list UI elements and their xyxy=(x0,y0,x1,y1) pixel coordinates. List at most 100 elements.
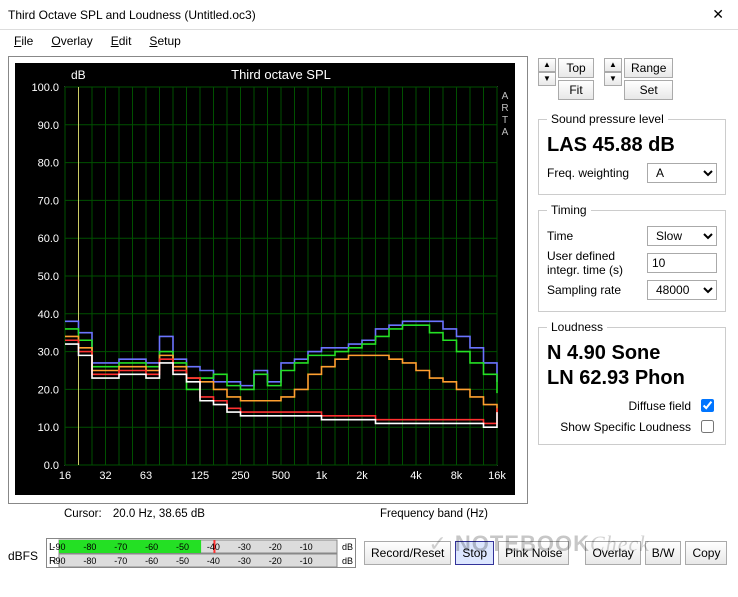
svg-text:80.0: 80.0 xyxy=(38,158,59,170)
svg-text:-90: -90 xyxy=(53,556,66,566)
specific-label: Show Specific Loudness xyxy=(560,420,691,434)
spl-readout: LAS 45.88 dB xyxy=(547,134,717,157)
svg-text:-20: -20 xyxy=(269,542,282,552)
svg-text:A: A xyxy=(502,127,509,138)
loudness-group: Loudness N 4.90 Sone LN 62.93 Phon Diffu… xyxy=(538,320,726,445)
spl-legend: Sound pressure level xyxy=(547,112,668,126)
menu-edit[interactable]: Edit xyxy=(103,32,140,50)
svg-text:4k: 4k xyxy=(410,470,422,482)
svg-text:60.0: 60.0 xyxy=(38,233,59,245)
menu-overlay[interactable]: Overlay xyxy=(43,32,100,50)
svg-text:-20: -20 xyxy=(269,556,282,566)
main-area: 0.010.020.030.040.050.060.070.080.090.01… xyxy=(0,52,738,532)
view-controls: ▲ ▼ Top Fit ▲ ▼ Range Set xyxy=(538,58,726,100)
svg-text:16: 16 xyxy=(59,470,71,482)
svg-text:20.0: 20.0 xyxy=(38,384,59,396)
loudness-sone: N 4.90 Sone xyxy=(547,342,717,365)
timing-group: Timing Time Slow User defined integr. ti… xyxy=(538,203,726,312)
chevron-down-icon[interactable]: ▼ xyxy=(604,72,622,86)
svg-text:-60: -60 xyxy=(145,556,158,566)
svg-text:-40: -40 xyxy=(207,556,220,566)
cursor-prefix: Cursor: xyxy=(64,508,102,520)
integr-input[interactable] xyxy=(647,253,717,273)
spl-chart[interactable]: 0.010.020.030.040.050.060.070.080.090.01… xyxy=(15,63,515,495)
set-button[interactable]: Set xyxy=(624,80,673,100)
svg-text:10.0: 10.0 xyxy=(38,422,59,434)
svg-text:250: 250 xyxy=(231,470,249,482)
svg-text:-40: -40 xyxy=(207,542,220,552)
svg-text:8k: 8k xyxy=(451,470,463,482)
titlebar: Third Octave SPL and Loudness (Untitled.… xyxy=(0,0,738,30)
svg-text:-10: -10 xyxy=(300,556,313,566)
svg-text:16k: 16k xyxy=(488,470,506,482)
integr-label: User defined integr. time (s) xyxy=(547,249,641,277)
close-icon[interactable]: ✕ xyxy=(706,6,730,23)
top-spinner[interactable]: ▲ ▼ xyxy=(538,58,556,86)
weighting-select[interactable]: A xyxy=(647,163,717,183)
timing-legend: Timing xyxy=(547,203,591,217)
svg-text:-70: -70 xyxy=(114,542,127,552)
bottom-bar: dBFS LR-90-90-80-80-70-70-60-60-50-50-40… xyxy=(0,532,738,574)
svg-text:1k: 1k xyxy=(316,470,328,482)
fit-button[interactable]: Fit xyxy=(558,80,594,100)
top-button[interactable]: Top xyxy=(558,58,594,78)
overlay-button[interactable]: Overlay xyxy=(585,541,640,565)
svg-text:32: 32 xyxy=(99,470,111,482)
range-button[interactable]: Range xyxy=(624,58,673,78)
svg-text:500: 500 xyxy=(272,470,290,482)
menu-file[interactable]: File xyxy=(6,32,41,50)
diffuse-checkbox[interactable] xyxy=(701,399,714,412)
spl-group: Sound pressure level LAS 45.88 dB Freq. … xyxy=(538,112,726,195)
svg-text:63: 63 xyxy=(140,470,152,482)
svg-text:-60: -60 xyxy=(145,542,158,552)
time-select[interactable]: Slow xyxy=(647,226,717,246)
svg-text:90.0: 90.0 xyxy=(38,120,59,132)
chart-canvas: 0.010.020.030.040.050.060.070.080.090.01… xyxy=(15,63,515,495)
loudness-phon: LN 62.93 Phon xyxy=(547,367,717,390)
menu-setup[interactable]: Setup xyxy=(141,32,188,50)
specific-checkbox[interactable] xyxy=(701,420,714,433)
svg-text:-50: -50 xyxy=(176,542,189,552)
bw-button[interactable]: B/W xyxy=(645,541,682,565)
svg-text:Third octave SPL: Third octave SPL xyxy=(231,67,331,82)
svg-text:100.0: 100.0 xyxy=(31,82,59,94)
svg-text:0.0: 0.0 xyxy=(44,460,59,472)
meter-svg: LR-90-90-80-80-70-70-60-60-50-50-40-40-3… xyxy=(47,539,357,569)
copy-button[interactable]: Copy xyxy=(685,541,727,565)
svg-text:70.0: 70.0 xyxy=(38,195,59,207)
menubar: File Overlay Edit Setup xyxy=(0,30,738,52)
svg-text:-30: -30 xyxy=(238,556,251,566)
svg-text:-50: -50 xyxy=(176,556,189,566)
chevron-down-icon[interactable]: ▼ xyxy=(538,72,556,86)
rate-select[interactable]: 48000 xyxy=(647,280,717,300)
svg-text:A: A xyxy=(502,91,509,102)
svg-text:dB: dB xyxy=(342,542,353,552)
svg-text:2k: 2k xyxy=(356,470,368,482)
time-label: Time xyxy=(547,229,573,243)
pink-noise-button[interactable]: Pink Noise xyxy=(498,541,569,565)
level-meters: LR-90-90-80-80-70-70-60-60-50-50-40-40-3… xyxy=(46,538,356,568)
svg-text:dB: dB xyxy=(71,68,86,82)
svg-text:-90: -90 xyxy=(53,542,66,552)
svg-text:40.0: 40.0 xyxy=(38,309,59,321)
chevron-up-icon[interactable]: ▲ xyxy=(604,58,622,72)
svg-text:-80: -80 xyxy=(83,556,96,566)
svg-text:-70: -70 xyxy=(114,556,127,566)
svg-text:R: R xyxy=(501,103,508,114)
chart-frame: 0.010.020.030.040.050.060.070.080.090.01… xyxy=(8,56,528,504)
svg-text:dB: dB xyxy=(342,556,353,566)
svg-text:50.0: 50.0 xyxy=(38,271,59,283)
loudness-legend: Loudness xyxy=(547,320,607,334)
stop-button[interactable]: Stop xyxy=(455,541,494,565)
x-axis-label: Frequency band (Hz) xyxy=(380,508,488,520)
cursor-readout: Cursor: 20.0 Hz, 38.65 dB Frequency band… xyxy=(8,508,528,520)
svg-text:-30: -30 xyxy=(238,542,251,552)
chevron-up-icon[interactable]: ▲ xyxy=(538,58,556,72)
diffuse-label: Diffuse field xyxy=(629,399,691,413)
svg-text:T: T xyxy=(502,115,508,126)
range-spinner[interactable]: ▲ ▼ xyxy=(604,58,622,86)
cursor-value: 20.0 Hz, 38.65 dB xyxy=(113,508,205,520)
chart-column: 0.010.020.030.040.050.060.070.080.090.01… xyxy=(8,56,528,532)
weighting-label: Freq. weighting xyxy=(547,166,629,180)
record-button[interactable]: Record/Reset xyxy=(364,541,451,565)
